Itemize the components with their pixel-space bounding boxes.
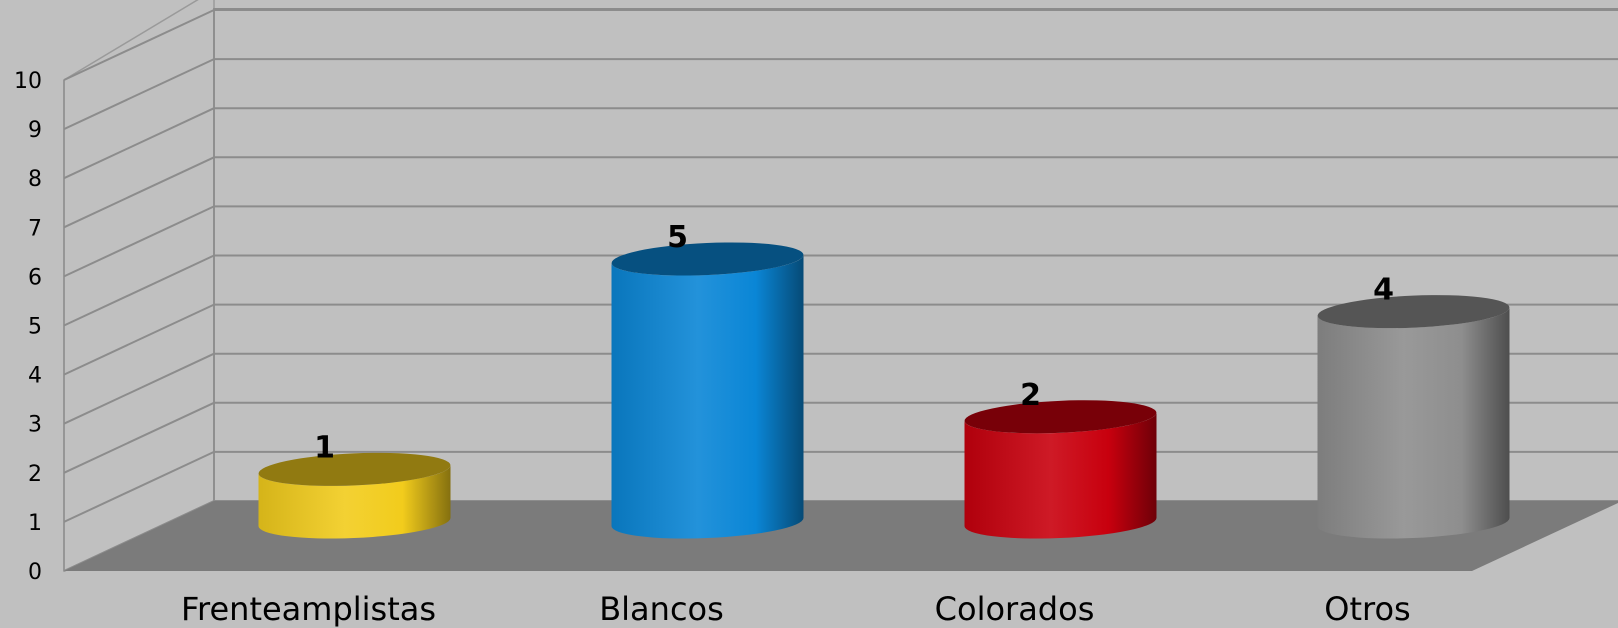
y-tick-label: 0 (28, 560, 42, 585)
bar (964, 400, 1157, 539)
gridline (63, 107, 1618, 180)
y-tick-label: 3 (28, 413, 42, 438)
bar (611, 242, 804, 539)
y-tick-label: 4 (28, 364, 42, 389)
y-tick-label: 9 (28, 118, 42, 143)
y-tick-label: 10 (14, 69, 42, 94)
y-tick-label: 1 (28, 511, 42, 536)
gridline (63, 156, 1618, 229)
bar (1317, 295, 1510, 539)
gridline (63, 58, 1618, 131)
gridline (63, 9, 1618, 81)
category-label: Blancos (599, 590, 724, 628)
data-label: 2 (1020, 378, 1041, 413)
chart-back-wall (63, 0, 215, 573)
data-label: 5 (667, 220, 688, 255)
category-label: Frenteamplistas (181, 590, 436, 628)
category-label: Colorados (935, 590, 1095, 628)
y-tick-label: 5 (28, 315, 42, 340)
side-wall (63, 0, 215, 573)
gridline (63, 205, 1618, 278)
y-tick-label: 7 (28, 216, 42, 241)
y-tick-label: 6 (28, 265, 42, 290)
y-axis-tick-labels: 0 1 2 3 4 5 6 7 8 9 10 (14, 69, 42, 585)
category-label: Otros (1324, 590, 1410, 628)
bars (258, 242, 1510, 539)
chart-floor (64, 501, 1618, 571)
data-label: 1 (314, 430, 335, 465)
bar (258, 452, 451, 539)
y-tick-label: 2 (28, 462, 42, 487)
gridlines (63, 8, 1618, 572)
gridline (63, 254, 1618, 327)
y-tick-label: 8 (28, 167, 42, 192)
data-label: 4 (1373, 273, 1394, 308)
category-labels: Frenteamplistas Blancos Colorados Otros (181, 590, 1411, 628)
floor-plane (64, 501, 1618, 571)
